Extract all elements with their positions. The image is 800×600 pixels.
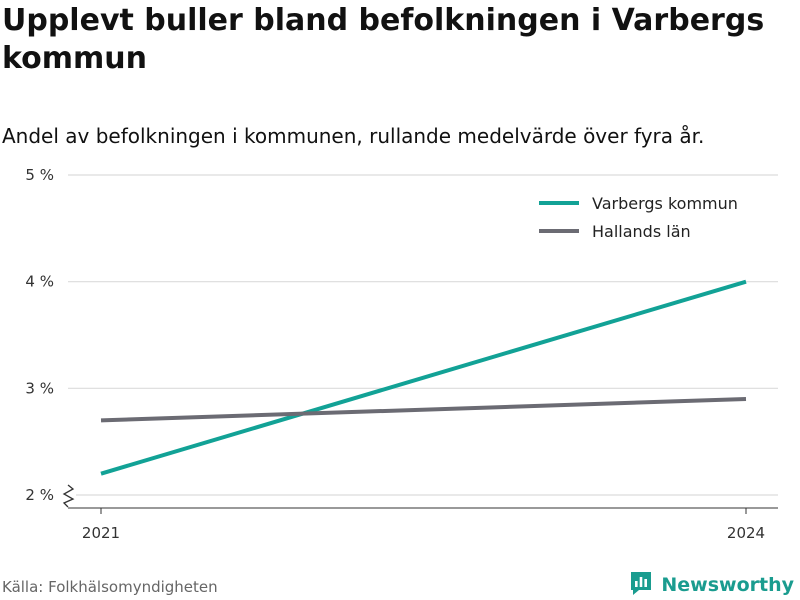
series-line-varbergs-kommun [100,279,747,476]
legend-label: Hallands län [592,222,691,241]
brand-logo[interactable]: Newsworthy [629,570,794,600]
y-tick-label: 3 % [25,379,54,397]
y-tick-label: 2 % [25,486,54,504]
source-note: Källa: Folkhälsomyndigheten [2,578,218,596]
y-tick-label: 5 % [25,166,54,184]
y-axis: 2 % 3 % 4 % 5 % [25,166,75,508]
chart-subtitle: Andel av befolkningen i kommunen, rullan… [2,124,705,148]
axis-break-icon [62,484,75,508]
x-axis: 2021 2024 [68,507,778,542]
gridlines [68,174,778,496]
bar-chart-logo-icon [629,570,653,600]
line-chart: 2 % 3 % 4 % 5 % 2021 2024 Varbergs kommun Hal… [25,166,778,542]
series-lines [100,279,747,476]
x-tick-label: 2021 [82,524,120,542]
legend-label: Varbergs kommun [592,194,738,213]
chart-title: Upplevt buller bland befolkningen i Varb… [2,3,765,76]
y-tick-label: 4 % [25,273,54,291]
brand-name: Newsworthy [661,574,794,596]
series-line-hallands-l-n [100,397,747,423]
x-tick-label: 2024 [727,524,765,542]
legend: Varbergs kommun Hallands län [539,194,738,241]
